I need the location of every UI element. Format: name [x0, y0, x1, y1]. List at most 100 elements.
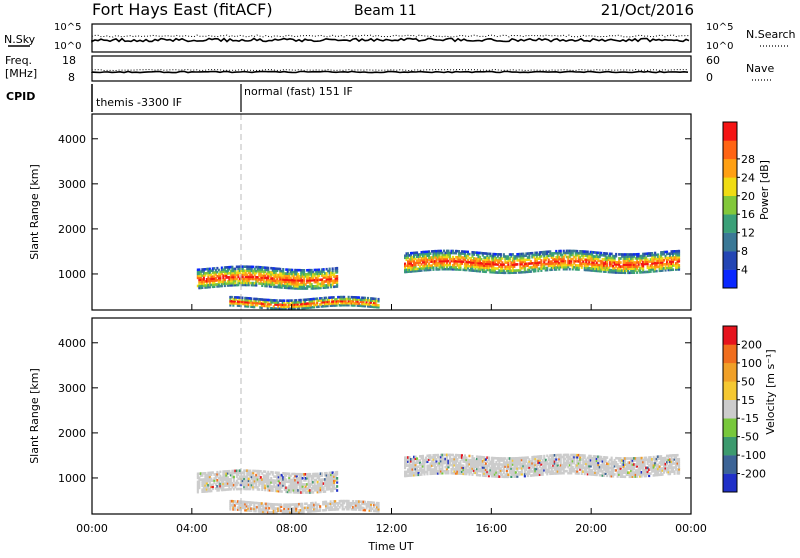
echo-cell	[267, 267, 269, 270]
echo-cell	[272, 471, 274, 474]
y-tick-label: 2000	[58, 223, 86, 236]
colorbar-tick-label: 12	[741, 227, 755, 240]
echo-cell	[516, 263, 518, 266]
echo-cell	[672, 268, 674, 271]
echo-cell	[280, 503, 282, 506]
echo-cell	[620, 261, 622, 264]
echo-cell	[336, 471, 338, 474]
date-label: 21/Oct/2016	[601, 1, 694, 19]
echo-cell	[468, 253, 470, 256]
power-ylabel: Slant Range [km]	[28, 164, 41, 260]
echo-cell	[615, 253, 617, 256]
power-colorbar: 4 8 12 16 20 24 28	[723, 122, 755, 288]
echo-cell	[656, 270, 658, 273]
nsky-panel: N.Sky 10^5 10^0 10^5 10^0 N.Search	[4, 22, 796, 52]
echo-cell	[468, 455, 470, 458]
echo-cell	[584, 454, 586, 457]
echo-cell	[500, 253, 502, 256]
colorbar-swatch	[723, 122, 737, 141]
nave-tick-top: 60	[706, 54, 720, 67]
cpid-label: CPID	[6, 90, 35, 103]
cpid-mode-1: themis -3300 IF	[96, 96, 182, 109]
colorbar-tick-label: 28	[741, 153, 755, 166]
echo-cell	[336, 489, 338, 492]
nave-trace	[92, 70, 688, 71]
colorbar-tick-label: 24	[741, 171, 755, 184]
colorbar-tick-label: 8	[741, 245, 748, 258]
colorbar-swatch	[723, 196, 737, 215]
power-panel: 1000 2000 3000 4000 Slant Range [km] 4 8 12 16…	[28, 114, 771, 310]
echo-cell	[282, 268, 284, 271]
echo-cell	[606, 456, 608, 459]
nsky-label: N.Sky	[4, 33, 36, 46]
colorbar-tick-label: 4	[741, 264, 748, 277]
echo-cell	[569, 268, 571, 271]
echo-cell	[336, 267, 338, 270]
echo-cell	[323, 268, 325, 271]
cpid-panel: CPID themis -3300 IF normal (fast) 151 I…	[6, 84, 353, 112]
colorbar-tick-label: 16	[741, 208, 755, 221]
echo-cell	[319, 505, 321, 508]
y-tick-label: 1000	[58, 268, 86, 281]
echo-cell	[564, 260, 566, 263]
y-tick-label: 4000	[58, 133, 86, 146]
echo-cell	[614, 473, 616, 476]
echo-cell	[378, 502, 380, 505]
echo-cell	[300, 299, 302, 302]
echo-cell	[336, 275, 338, 278]
echo-cell	[241, 297, 243, 300]
power-echo-cells	[197, 250, 680, 311]
echo-cell	[258, 488, 260, 491]
colorbar-tick-label: 20	[741, 190, 755, 203]
echo-cell	[250, 297, 252, 300]
echo-cell	[422, 455, 424, 458]
y-tick-label: 3000	[58, 178, 86, 191]
echo-cell	[233, 476, 235, 479]
power-colorbar-label: Power [dB]	[758, 160, 771, 220]
nsky-tick-right-top: 10^5	[706, 22, 733, 33]
freq-panel: Freq. [MHz] 18 8 60 0 Nave	[5, 54, 774, 84]
echo-cell	[332, 267, 334, 270]
nsky-tick-right-bottom: 10^0	[706, 41, 733, 52]
echo-cell	[281, 490, 283, 493]
echo-cell	[219, 471, 221, 474]
echo-cell	[303, 269, 305, 272]
nave-tick-bottom: 0	[706, 71, 713, 84]
velocity-echo-cells	[197, 454, 680, 514]
colorbar-swatch	[723, 214, 737, 233]
echo-cell	[321, 472, 323, 475]
power-frame	[92, 114, 691, 310]
freq-tick-bottom: 8	[68, 71, 75, 84]
echo-cell	[479, 474, 481, 477]
colorbar-swatch	[723, 270, 737, 289]
freq-unit-label: [MHz]	[5, 67, 37, 80]
echo-cell	[336, 477, 338, 480]
freq-frame	[92, 56, 691, 81]
echo-cell	[678, 264, 680, 267]
echo-cell	[301, 503, 303, 506]
beam-label: Beam 11	[354, 3, 417, 19]
echo-cell	[283, 299, 285, 302]
nsearch-label: N.Search	[746, 28, 796, 41]
nsky-trace	[92, 39, 689, 42]
echo-cell	[611, 457, 613, 460]
cpid-mode-2: normal (fast) 151 IF	[244, 85, 353, 98]
echo-cell	[578, 472, 580, 475]
echo-cell	[378, 304, 380, 307]
nsearch-trace	[92, 35, 689, 37]
nsky-tick-left-bottom: 10^0	[54, 41, 81, 52]
colorbar-swatch	[723, 251, 737, 270]
echo-cell	[336, 485, 338, 488]
station-title: Fort Hays East (fitACF)	[92, 0, 273, 19]
echo-cell	[543, 455, 545, 458]
nave-label: Nave	[746, 62, 774, 75]
colorbar-swatch	[723, 159, 737, 178]
freq-tick-top: 18	[62, 54, 76, 67]
echo-cell	[540, 455, 542, 458]
echo-cell	[488, 457, 490, 460]
colorbar-swatch	[723, 177, 737, 196]
colorbar-swatch	[723, 140, 737, 159]
